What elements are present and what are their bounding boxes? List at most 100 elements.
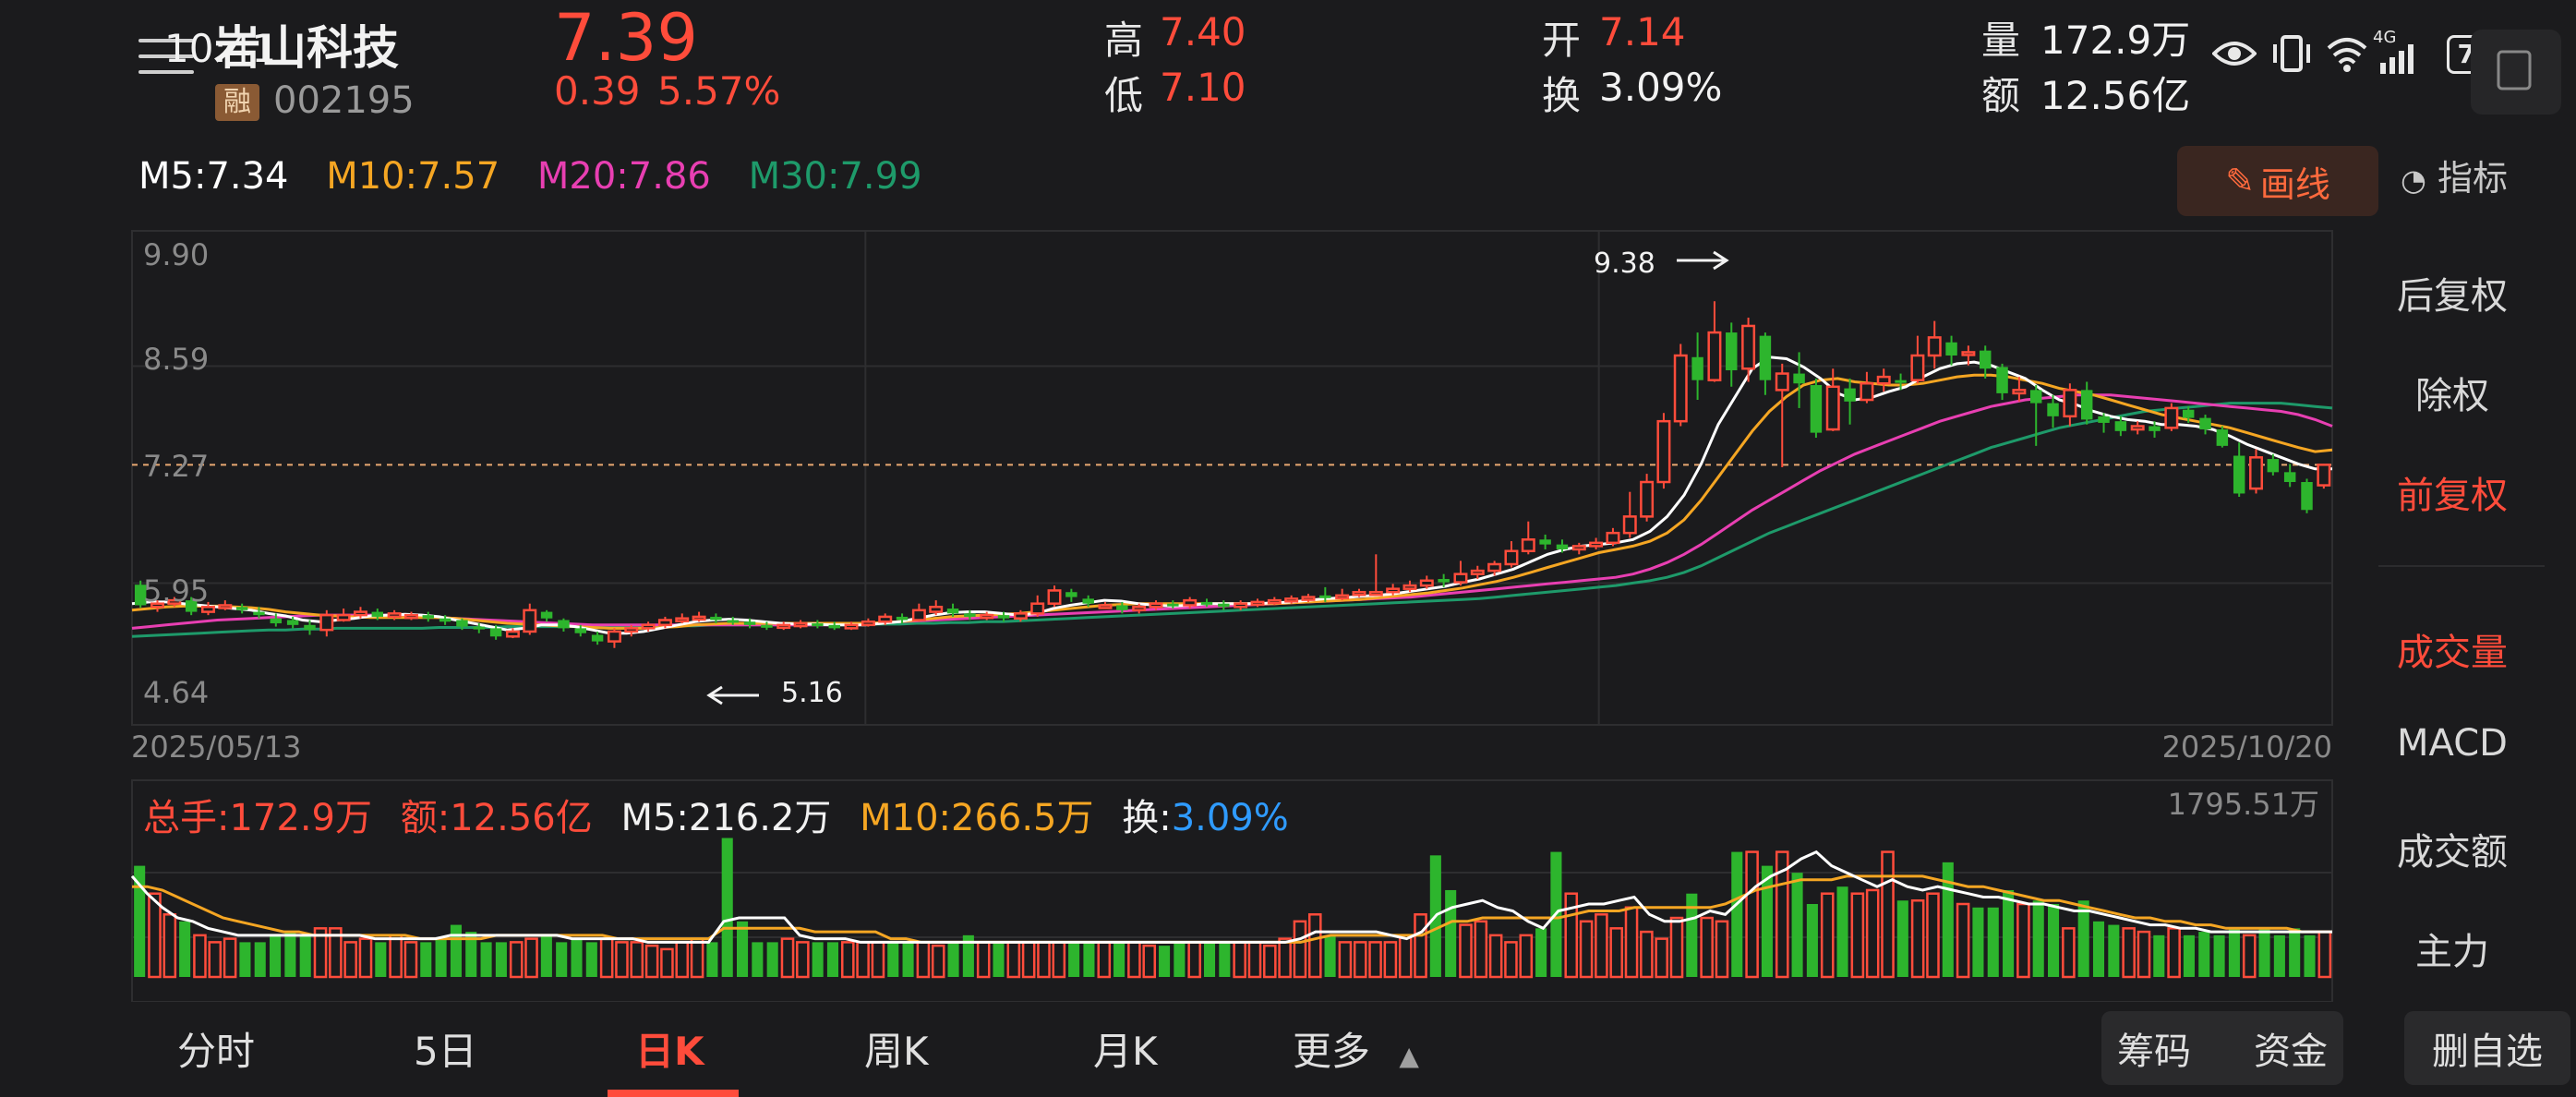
side-item-ex-rights[interactable]: 除权 — [2415, 375, 2489, 417]
candle-body — [2267, 459, 2280, 473]
candle-body — [1098, 604, 1113, 609]
candle — [489, 624, 502, 640]
tab-weekly-k[interactable]: 周K — [864, 1029, 929, 1074]
volume-bar — [856, 941, 870, 979]
candle — [2164, 403, 2179, 431]
candle-body — [2029, 390, 2042, 404]
volume-bar — [1203, 942, 1216, 977]
volume-bar — [1624, 906, 1639, 979]
tab-daily-k[interactable]: 日K — [635, 1029, 704, 1074]
chips-button[interactable]: 筹码 — [2117, 1031, 2191, 1073]
candle — [1167, 600, 1179, 609]
annot-high-arrow — [1677, 250, 1729, 271]
candle — [1726, 322, 1738, 387]
volume-bar — [208, 941, 223, 979]
draw-line-button[interactable]: ✎ 画线 — [2177, 146, 2378, 216]
volume-bar — [329, 927, 343, 979]
candle — [1927, 320, 1942, 369]
candle — [1504, 541, 1519, 568]
kline-chart[interactable]: 9.90 8.59 7.27 5.95 4.64 2025/05/13 2025… — [0, 222, 2345, 1002]
candle-body — [1301, 596, 1316, 601]
candle-body — [1402, 584, 1417, 590]
candle — [1082, 595, 1094, 608]
volume-value: 172.9万 — [2040, 18, 2191, 63]
candle — [1556, 539, 1569, 553]
vol-total: 总手:172.9万 — [143, 797, 372, 839]
volume-bar — [1896, 900, 1908, 977]
side-item-back-adjusted[interactable]: 后复权 — [2397, 275, 2508, 318]
candle-body — [403, 613, 418, 620]
side-item-forward-adjusted[interactable]: 前复权 — [2397, 475, 2508, 517]
volume-bar — [1006, 941, 1021, 979]
volume-bar — [2032, 900, 2044, 977]
indicator-button[interactable]: ◔ 指标 — [2401, 150, 2508, 200]
candle — [150, 600, 164, 612]
candle — [201, 601, 215, 616]
candle — [1419, 575, 1434, 589]
candle-body — [1368, 590, 1383, 597]
candle — [844, 621, 859, 631]
candle-body — [675, 617, 690, 622]
candle — [692, 611, 706, 622]
side-item-macd[interactable]: MACD — [2397, 722, 2508, 765]
side-item-volume[interactable]: 成交量 — [2397, 632, 2508, 674]
volume-bar — [1761, 865, 1773, 977]
volume-bar — [780, 937, 795, 979]
candle-body — [253, 611, 265, 616]
volume-bar — [1956, 902, 1970, 979]
candle-body — [319, 613, 334, 632]
y-label-low: 4.64 — [143, 675, 209, 710]
candle-body — [964, 613, 976, 617]
volume-bar — [435, 938, 447, 977]
volume-bar — [752, 942, 764, 977]
funds-button[interactable]: 资金 — [2254, 1031, 2328, 1073]
volume-bar — [571, 938, 583, 977]
candle — [896, 613, 909, 624]
volume-bar — [1535, 928, 1547, 977]
volume-bar — [134, 865, 146, 977]
candle-body — [1149, 602, 1163, 609]
candle — [997, 611, 1010, 622]
menu-icon[interactable] — [138, 39, 194, 81]
indicator-label: 指标 — [2438, 158, 2509, 199]
eye-icon — [2212, 42, 2257, 66]
candle — [1200, 598, 1213, 608]
candle — [1691, 332, 1703, 401]
side-item-amount[interactable]: 成交额 — [2397, 831, 2508, 874]
tab-intraday[interactable]: 分时 — [177, 1029, 256, 1074]
volume-panel-border — [131, 779, 2333, 1002]
candle-body — [1250, 600, 1265, 607]
remove-watchlist-button[interactable]: 删自选 — [2404, 1011, 2570, 1085]
candle — [1301, 594, 1316, 602]
volume-bar — [1142, 944, 1157, 979]
candle-body — [336, 613, 351, 621]
candle — [641, 621, 656, 632]
tab-5day[interactable]: 5日 — [414, 1029, 477, 1074]
volume-bar — [871, 941, 885, 979]
side-item-main-force[interactable]: 主力 — [2415, 931, 2489, 973]
candle-body — [1438, 578, 1450, 583]
candle-body — [1200, 601, 1213, 605]
volume-bar — [644, 944, 659, 979]
volume-bar — [2016, 902, 2030, 979]
stock-name[interactable]: 岩山科技 — [214, 21, 399, 75]
candle — [1047, 585, 1062, 608]
candle-body — [1860, 381, 1874, 402]
tab-more[interactable]: 更多 ▲ — [1293, 1020, 1419, 1077]
tab-monthly-k[interactable]: 月K — [1093, 1029, 1158, 1074]
candle-body — [1116, 605, 1128, 610]
candle — [235, 603, 248, 614]
price-change-pct: 5.57% — [657, 68, 781, 114]
candle-body — [150, 602, 164, 609]
volume-bar — [1398, 934, 1413, 979]
volume-bar — [766, 942, 778, 977]
signal-icon — [2380, 44, 2413, 74]
candle — [456, 618, 468, 631]
candle — [574, 624, 586, 637]
candle-body — [1606, 531, 1620, 545]
volume-bar — [931, 944, 945, 979]
volume-bar — [887, 942, 899, 977]
y-label-4: 5.95 — [143, 573, 209, 609]
fullscreen-button[interactable] — [2471, 30, 2561, 115]
candle — [1707, 301, 1722, 382]
